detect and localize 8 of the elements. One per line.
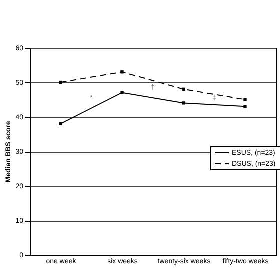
point — [182, 88, 186, 91]
point — [244, 105, 247, 108]
point — [120, 91, 124, 94]
point — [59, 122, 62, 126]
point — [59, 80, 62, 84]
point — [120, 70, 124, 74]
point — [244, 98, 247, 102]
point — [182, 102, 186, 105]
